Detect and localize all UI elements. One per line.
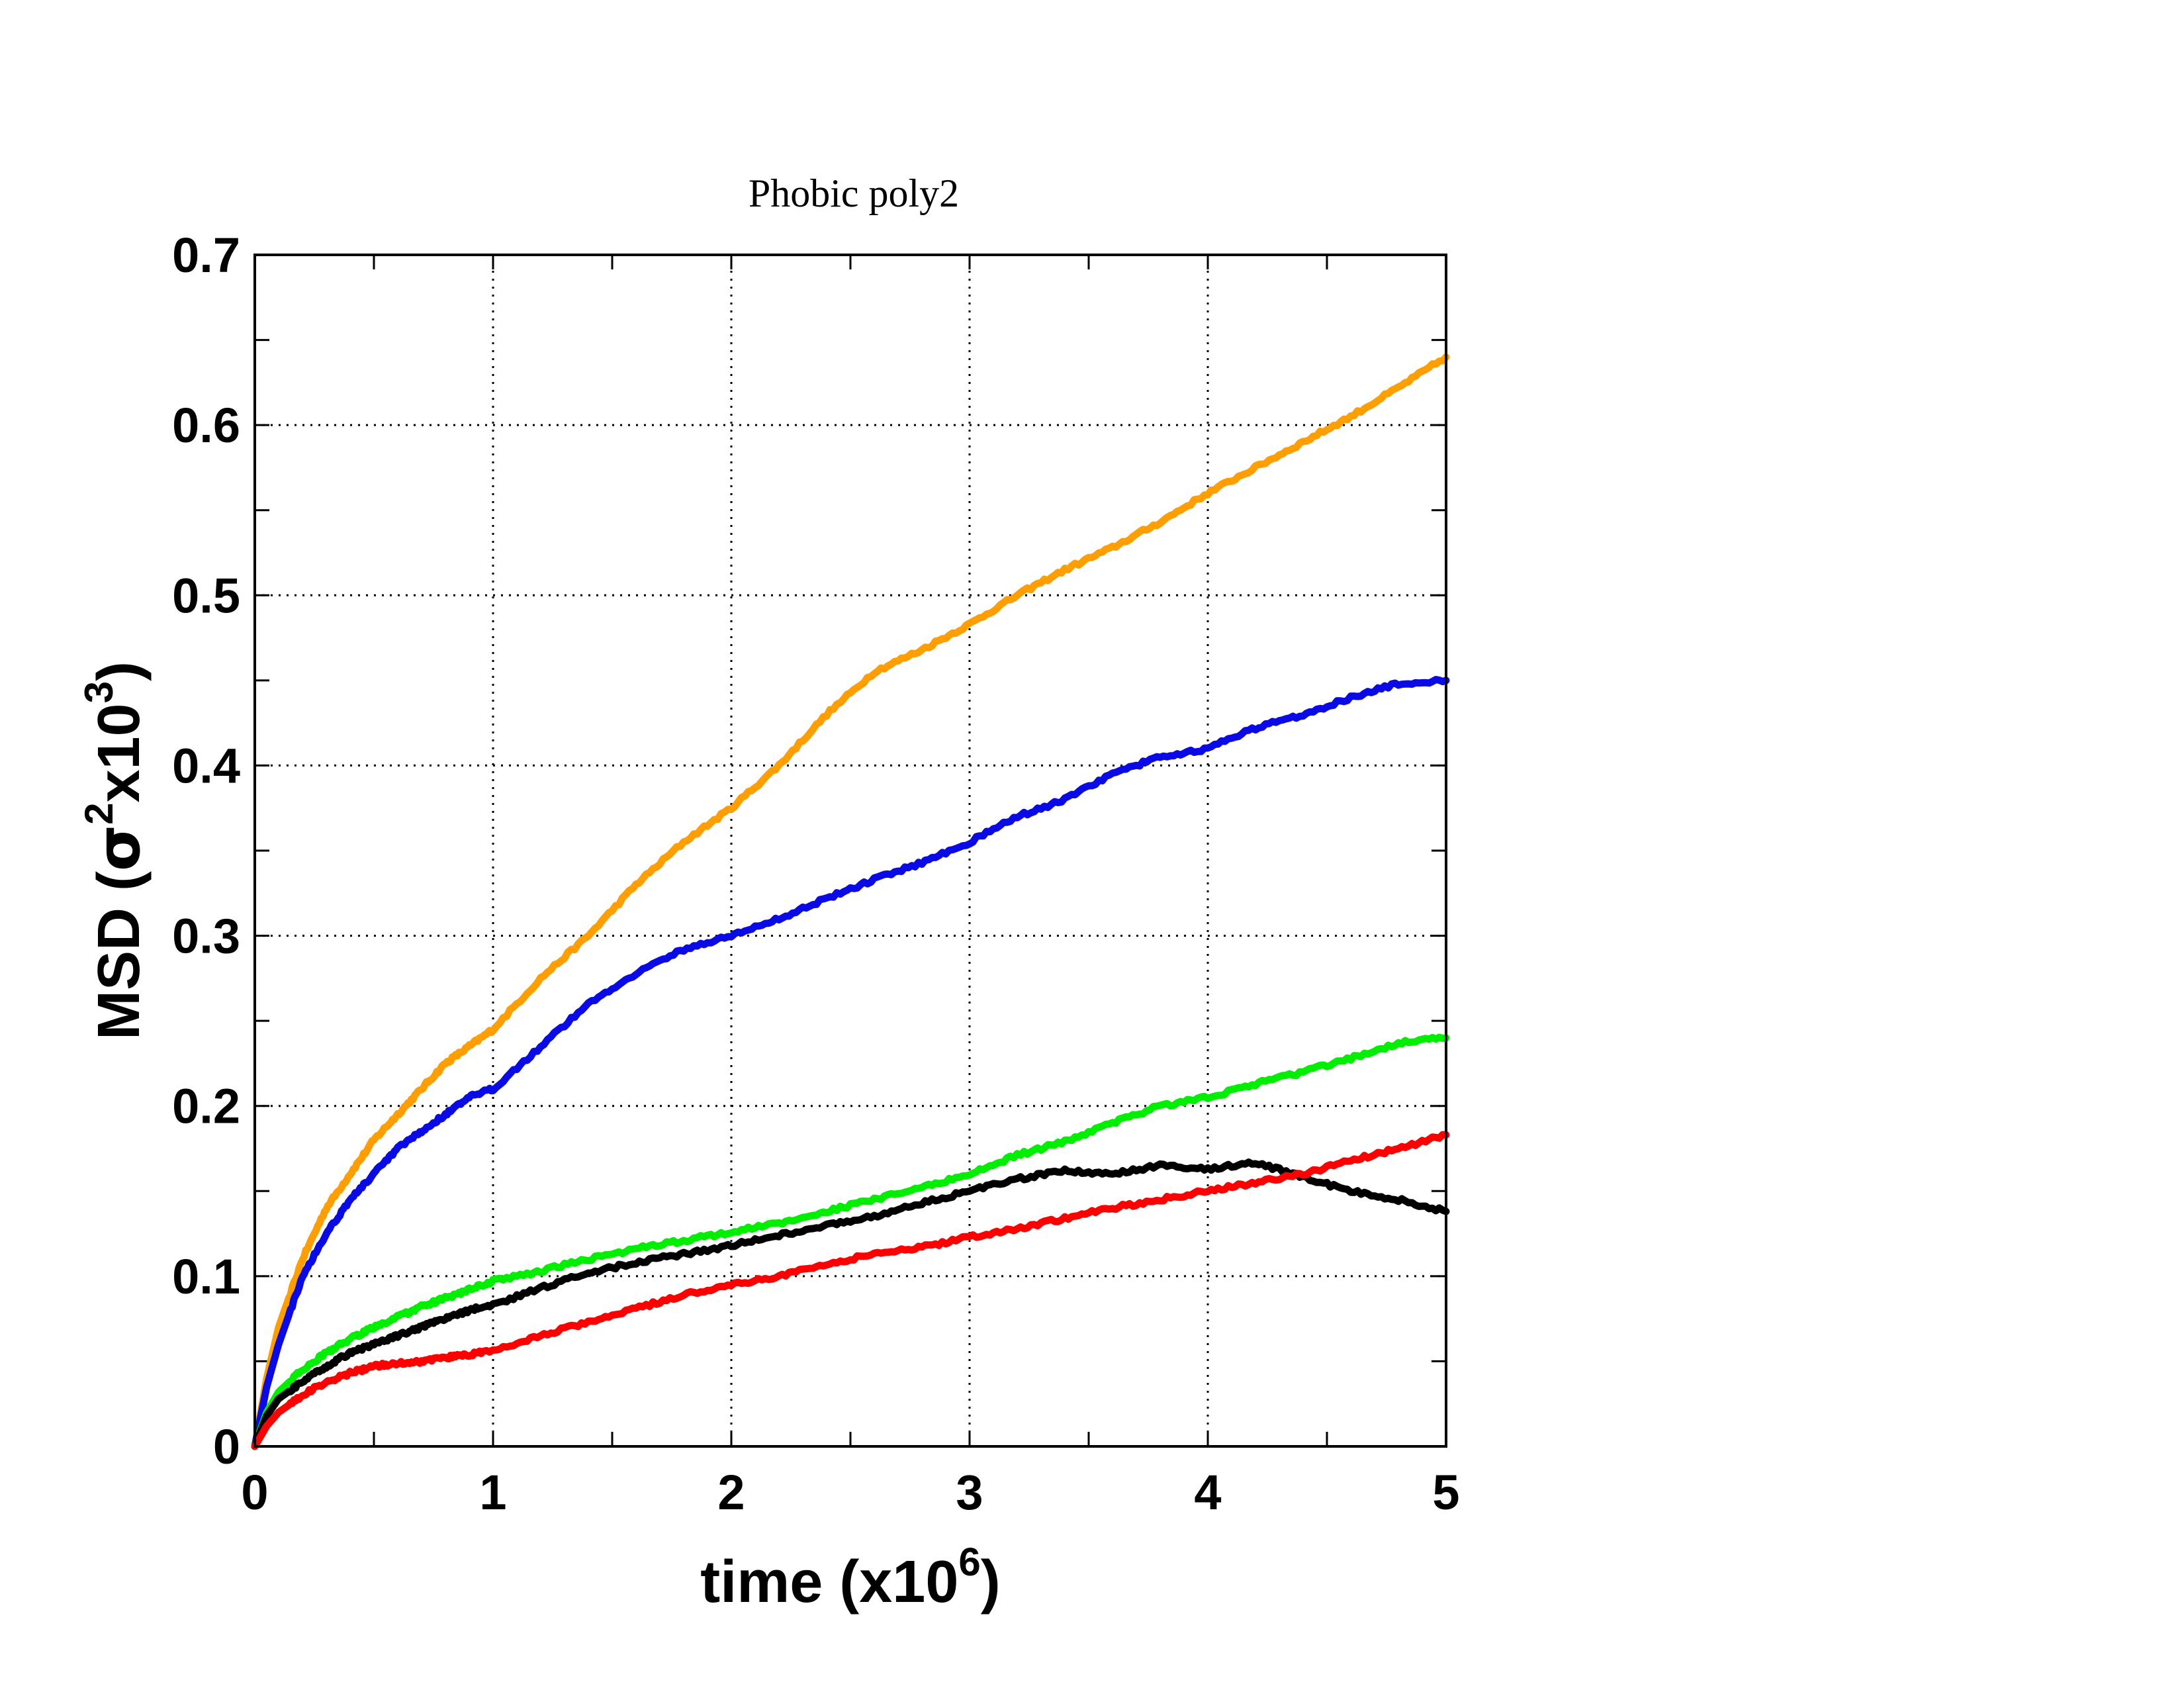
y-tick-labels: 0 0.1 0.2 0.3 0.4 0.5 0.6 0.7 [172,228,240,1474]
series-line [251,1131,1450,1450]
series-line [251,1033,1450,1450]
series-line [251,353,1450,1450]
y-tick-label: 0.3 [172,909,240,964]
y-tick-label: 0.7 [172,228,240,283]
y-tick-label: 0.4 [172,738,240,793]
y-tick-label: 0.2 [172,1079,240,1134]
x-tick-label: 2 [717,1465,745,1520]
series-line [251,1158,1450,1450]
y-tick-label: 0 [213,1419,240,1474]
y-tick-label: 0.5 [172,568,240,623]
y-tick-label: 0.6 [172,398,240,453]
x-axis-title-close: ) [981,1549,1001,1615]
x-tick-label: 1 [479,1465,506,1520]
x-axis-title-main: time (x10 [700,1549,958,1615]
y-axis-title-prefix: MSD ( [86,871,152,1040]
series-lines [251,353,1450,1450]
y-tick-label: 0.1 [172,1249,240,1304]
plot-frame [253,254,1447,1448]
x-tick-label: 3 [956,1465,983,1520]
grid [255,255,1446,1446]
tick-marks [253,254,1447,1448]
x-tick-label: 5 [1432,1465,1459,1520]
y-axis-title-mid: x10 [86,703,152,802]
chart-title: Phobic poly2 [749,171,959,215]
x-tick-label: 0 [241,1465,268,1520]
y-axis-title-sup2: 3 [77,681,121,703]
y-axis-title: MSD (σ2x103) [77,661,154,1040]
x-tick-labels: 0 1 2 3 4 5 [241,1465,1459,1520]
y-axis-title-sup1: 2 [77,803,121,825]
series-line [251,676,1450,1450]
x-tick-label: 4 [1194,1465,1221,1520]
x-axis-title: time (x106) [700,1540,1001,1615]
x-axis-title-sup: 6 [958,1540,980,1584]
y-axis-title-sigma: σ [84,825,154,871]
y-axis-title-close: ) [86,661,152,681]
